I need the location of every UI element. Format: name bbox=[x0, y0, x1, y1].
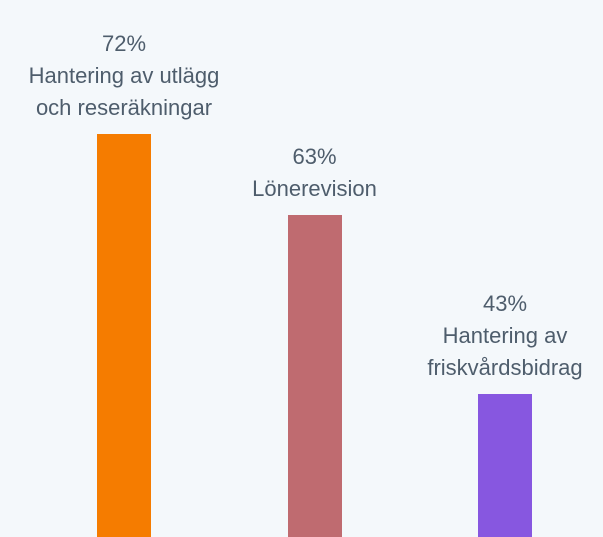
bar-label: 63% Lönerevision bbox=[200, 141, 430, 205]
value-label: 63% bbox=[292, 143, 337, 169]
bar bbox=[287, 214, 342, 537]
bar-label: 72% Hantering av utlägg och reseräkningar bbox=[9, 28, 239, 124]
category-label: Hantering av friskvårdsbidrag bbox=[427, 322, 583, 380]
bar bbox=[97, 134, 151, 537]
category-label: Hantering av utlägg och reseräkningar bbox=[28, 63, 220, 120]
bar bbox=[478, 393, 532, 537]
category-label: Lönerevision bbox=[252, 175, 377, 201]
bar-label: 43% Hantering av friskvårdsbidrag bbox=[390, 288, 603, 384]
value-label: 72% bbox=[101, 31, 147, 56]
value-label: 43% bbox=[482, 290, 528, 316]
